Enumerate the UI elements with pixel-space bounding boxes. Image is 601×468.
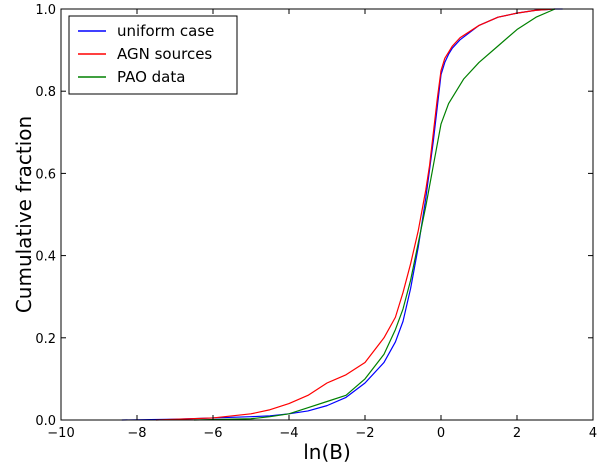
- y-tick-label: 0.0: [35, 414, 56, 429]
- x-tick-label: −10: [47, 426, 74, 441]
- series-line-2: [155, 8, 556, 421]
- x-tick-label: 4: [589, 426, 597, 441]
- x-tick-label: −2: [355, 426, 374, 441]
- y-tick-label: 0.8: [35, 85, 56, 100]
- x-tick-label: 0: [437, 426, 445, 441]
- x-tick-label: −6: [203, 426, 222, 441]
- plot-frame: [60, 8, 594, 421]
- legend-label-2: AGN sources: [117, 45, 212, 63]
- axes-layer: −10 −8 −6 −4 −2 0 2 4 0.0 0.2 0.4 0.6 0.8 1.0: [35, 3, 597, 441]
- legend-box: [68, 15, 238, 95]
- y-tick-label: 1.0: [35, 3, 56, 18]
- x-axis-label: ln(B): [303, 440, 351, 464]
- x-tick-label: −4: [279, 426, 298, 441]
- series-layer: [121, 8, 563, 421]
- legend-label-1: uniform case: [117, 22, 214, 40]
- y-axis-label: Cumulative fraction: [12, 116, 36, 313]
- x-tick-label: −8: [127, 426, 146, 441]
- y-tick-label: 0.2: [35, 332, 56, 347]
- legend-label-3: PAO data: [117, 68, 185, 86]
- x-tick-label: 2: [513, 426, 521, 441]
- y-tick-label: 0.6: [35, 167, 56, 182]
- series-line-3: [193, 8, 556, 421]
- y-tick-label: 0.4: [35, 250, 56, 265]
- legend: uniform case AGN sources PAO data: [68, 15, 238, 95]
